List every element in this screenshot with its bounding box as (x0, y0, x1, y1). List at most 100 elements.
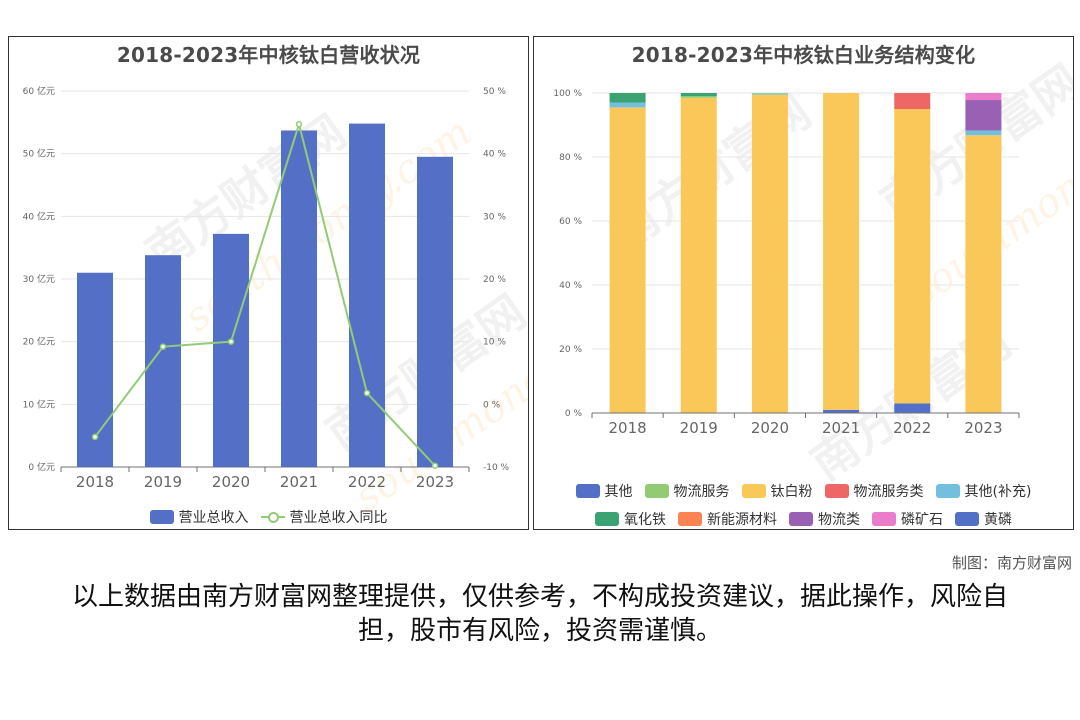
stack-segment (609, 107, 646, 414)
stack-segment (751, 94, 788, 413)
legend-label: 磷矿石 (901, 512, 943, 528)
y-right-tick-label: 40 % (483, 150, 506, 160)
revenue-bar (417, 156, 453, 468)
y-left-tick-label: 10 亿元 (23, 398, 55, 410)
y-left-tick-label: 60 亿元 (23, 85, 55, 97)
x-tick-label: 2022 (893, 419, 931, 437)
legend-swatch (824, 484, 849, 498)
legend-swatch (260, 510, 285, 524)
disclaimer-text: 以上数据由南方财富网整理提供，仅供参考，不构成投资建议，据此操作，风险自担，股市… (71, 582, 1008, 646)
stack-segment (965, 130, 1002, 136)
yoy-growth-line (94, 120, 436, 467)
stack-segment (680, 97, 717, 414)
legend-item[interactable]: 其他(补充) (935, 481, 1032, 501)
legend-item[interactable]: 磷矿石 (872, 509, 943, 529)
revenue-bar (145, 255, 181, 467)
y-tick-label: 40 % (559, 281, 582, 291)
yoy-growth-point (363, 389, 371, 397)
x-tick-label: 2018 (608, 419, 646, 437)
revenue-chart-svg: 0 亿元 10 亿元 20 亿元 30 亿元 40 亿元 50 亿元 60 亿元 -10 % 0… (23, 85, 510, 491)
y-tick-label: 80 % (559, 153, 582, 163)
y-right-tick-label: -10 % (483, 463, 510, 473)
y-right-tick-label: 20 % (483, 275, 506, 285)
legend-swatch (678, 512, 702, 526)
revenue-bar (281, 130, 317, 467)
y-left-tick-label: 20 亿元 (23, 336, 55, 348)
stack-segment (894, 93, 931, 109)
x-tick-label: 2023 (416, 473, 454, 491)
legend-item[interactable]: 黄磷 (955, 509, 1012, 529)
y-right-tick-label: 50 % (483, 87, 506, 97)
legend-label: 营业总收入同比 (289, 510, 388, 526)
legend-item[interactable]: 营业总收入 (149, 507, 249, 527)
stack-segment (894, 403, 931, 413)
x-tick-label: 2021 (822, 419, 860, 437)
legend-label: 新能源材料 (707, 512, 777, 528)
stack-segment (680, 96, 717, 98)
legend-label: 钛白粉 (770, 484, 813, 500)
y-tick-label: 100 % (553, 89, 582, 99)
legend-item[interactable]: 物流服务类 (824, 481, 924, 501)
chart-credit: 制图：南方财富网 (951, 554, 1072, 572)
y-left-tick-label: 30 亿元 (23, 273, 55, 285)
legend-item[interactable]: 钛白粉 (741, 481, 813, 501)
stack-segment (823, 93, 860, 410)
x-tick-label: 2019 (680, 419, 718, 437)
legend-item[interactable]: 物流类 (789, 509, 860, 529)
stack-segment (823, 409, 860, 413)
y-left-tick-label: 0 亿元 (28, 461, 55, 473)
legend-label: 营业总收入 (178, 510, 249, 526)
revenue-chart-title: 2018-2023年中核钛白营收状况 (116, 43, 421, 67)
stack-segment (894, 109, 931, 404)
y-left-tick-label: 50 亿元 (23, 148, 55, 160)
stack-segment (751, 93, 788, 94)
revenue-bar (349, 123, 385, 467)
y-right-tick-label: 10 % (483, 338, 506, 348)
x-tick-label: 2020 (212, 473, 250, 491)
x-tick-label: 2019 (144, 473, 182, 491)
legend-swatch (935, 484, 960, 498)
y-right-tick-label: 0 % (483, 400, 501, 410)
yoy-growth-point (227, 338, 235, 345)
stack-segment (609, 93, 646, 103)
revenue-bar (213, 233, 249, 467)
stack-segment (965, 100, 1002, 131)
legend-item[interactable]: 物流服务 (644, 481, 730, 501)
y-tick-label: 60 % (559, 217, 582, 227)
legend-item[interactable]: 氧化铁 (595, 509, 666, 529)
legend-swatch (644, 484, 669, 498)
y-left-tick-label: 40 亿元 (23, 210, 55, 222)
legend-swatch (872, 512, 896, 526)
x-tick-label: 2021 (280, 473, 318, 491)
structure-chart-panel: 南方财富网 南方财富网 southmoney.com 南方财富网 0 %20 %… (533, 36, 1074, 530)
legend-swatch (955, 512, 979, 526)
structure-chart-title: 2018-2023年中核钛白业务结构变化 (631, 43, 976, 67)
stack-segment (965, 93, 1002, 101)
x-tick-label: 2022 (348, 473, 386, 491)
revenue-chart-legend: 营业总收入 营业总收入同比 (9, 507, 528, 527)
y-tick-label: 0 % (565, 409, 583, 419)
legend-label: 物流服务 (673, 484, 730, 500)
legend-label: 物流类 (818, 512, 860, 528)
legend-swatch (789, 512, 813, 526)
x-tick-label: 2020 (751, 419, 789, 437)
legend-item[interactable]: 新能源材料 (678, 509, 777, 529)
legend-label: 物流服务类 (853, 484, 924, 500)
y-tick-label: 20 % (559, 345, 582, 355)
x-tick-label: 2018 (76, 473, 114, 491)
stack-segment (965, 135, 1002, 413)
legend-label: 黄磷 (984, 512, 1012, 528)
structure-chart-legend: 其他 物流服务 钛白粉 物流服务类 其他(补充) 氧化铁 新能源材料 物流类 磷矿石 黄磷 (534, 481, 1073, 529)
legend-label: 其他(补充) (964, 484, 1032, 500)
stack-segment (609, 102, 646, 108)
legend-swatch (595, 512, 619, 526)
legend-item[interactable]: 营业总收入同比 (260, 507, 388, 527)
legend-item[interactable]: 其他 (575, 481, 633, 501)
stack-segment (680, 93, 717, 97)
structure-chart-svg: 0 % 20 % 40 % 60 % 80 % 100 % 2018 2019 2020 2021… (553, 89, 1020, 437)
yoy-growth-point (91, 433, 99, 441)
legend-label: 氧化铁 (624, 512, 666, 528)
yoy-growth-point (295, 120, 303, 128)
legend-swatch (741, 484, 766, 498)
yoy-growth-point (431, 462, 439, 469)
